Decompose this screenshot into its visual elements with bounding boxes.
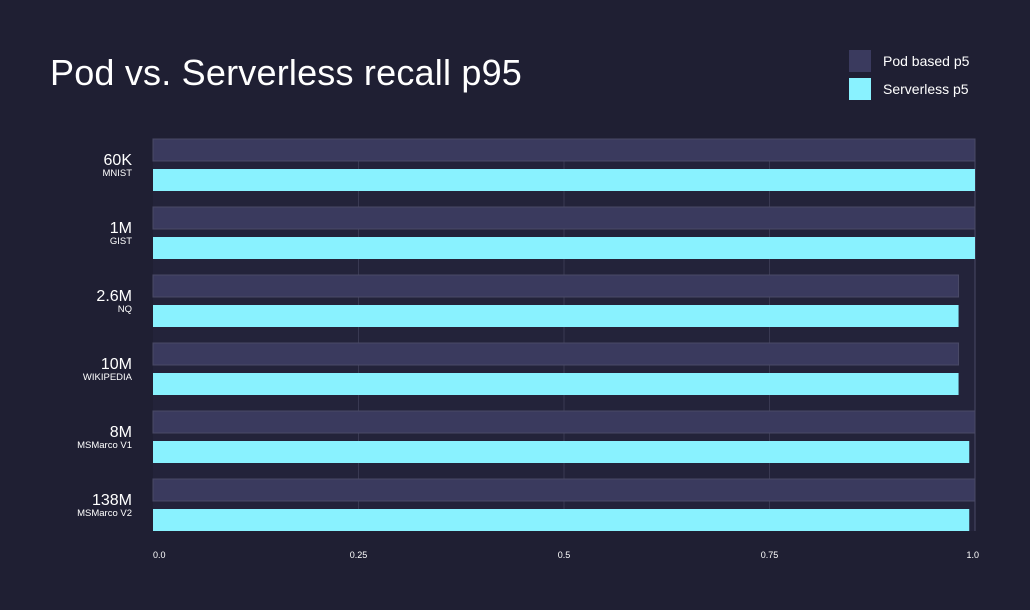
bar-pod-5 (152, 478, 976, 502)
category-size-label-2: 2.6M (96, 288, 132, 305)
bar-serverless-3 (153, 373, 959, 395)
legend-swatch-serverless (849, 78, 871, 100)
bar-serverless-1 (153, 237, 975, 259)
x-tick-label-1: 0.25 (350, 550, 368, 560)
legend-label-serverless: Serverless p5 (883, 81, 969, 97)
legend-item-pod-based: Pod based p5 (849, 50, 969, 72)
category-size-label-1: 1M (110, 220, 132, 237)
legend-item-serverless: Serverless p5 (849, 78, 969, 100)
category-dataset-label-3: WIKIPEDIA (83, 372, 133, 383)
bar-serverless-2 (153, 305, 959, 327)
bar-pod-1 (152, 206, 976, 230)
bar-serverless-0 (153, 169, 975, 191)
category-size-label-0: 60K (104, 152, 133, 169)
category-size-label-4: 8M (110, 424, 132, 441)
category-dataset-label-1: GIST (110, 236, 132, 247)
bar-pod-4 (152, 410, 976, 434)
category-size-label-5: 138M (92, 492, 132, 509)
legend-label-pod-based: Pod based p5 (883, 53, 970, 69)
category-dataset-label-4: MSMarco V1 (77, 440, 132, 451)
bar-pod-3 (152, 342, 960, 366)
bar-serverless-4 (153, 441, 970, 463)
chart-title: Pod vs. Serverless recall p95 (50, 52, 523, 93)
legend: Pod based p5 Serverless p5 (849, 50, 969, 106)
x-tick-label-3: 0.75 (761, 550, 779, 560)
legend-swatch-pod-based (849, 50, 871, 72)
bar-pod-2 (152, 274, 960, 298)
bar-pod-0 (152, 138, 976, 162)
x-tick-label-2: 0.5 (558, 550, 571, 560)
x-tick-label-0: 0.0 (153, 550, 166, 560)
bar-serverless-5 (153, 509, 970, 531)
x-tick-label-4: 1.0 (966, 550, 979, 560)
category-dataset-label-2: NQ (118, 304, 132, 315)
category-dataset-label-0: MNIST (102, 168, 132, 179)
category-size-label-3: 10M (101, 356, 132, 373)
category-dataset-label-5: MSMarco V2 (77, 508, 132, 519)
